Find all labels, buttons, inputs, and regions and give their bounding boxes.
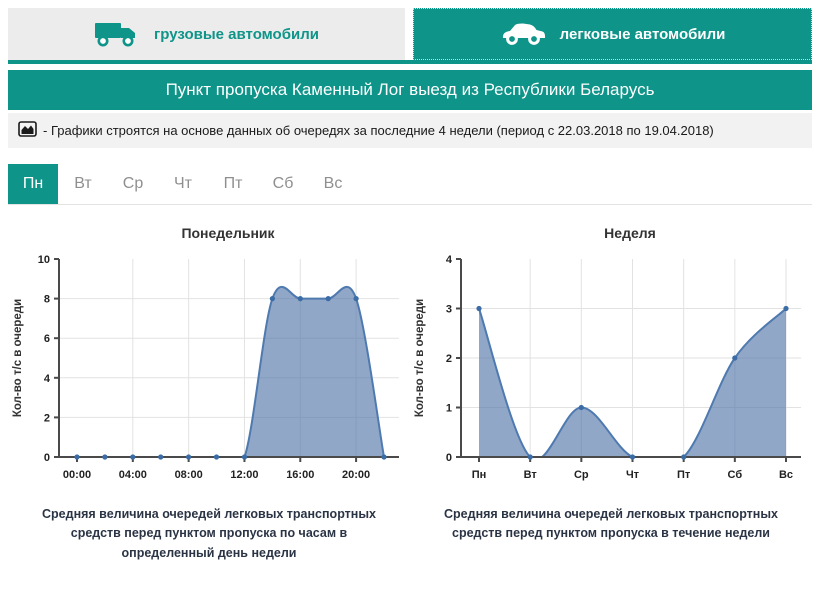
svg-text:4: 4 bbox=[44, 373, 51, 385]
svg-text:Кол-во т/с в очереди: Кол-во т/с в очереди bbox=[12, 299, 24, 417]
day-tab-mon[interactable]: Пн bbox=[8, 164, 58, 204]
svg-text:Вс: Вс bbox=[779, 469, 793, 481]
area-chart-icon bbox=[18, 121, 37, 140]
tab-cars-label: легковые автомобили bbox=[559, 25, 726, 43]
svg-text:08:00: 08:00 bbox=[175, 469, 203, 481]
info-text: - Графики строятся на основе данных об о… bbox=[43, 123, 714, 138]
day-tab-fri[interactable]: Пт bbox=[223, 175, 243, 192]
svg-text:Пт: Пт bbox=[677, 469, 691, 481]
vehicle-tabs: грузовые автомобили легковые автомобили bbox=[8, 8, 812, 64]
svg-text:2: 2 bbox=[446, 353, 452, 365]
truck-icon bbox=[94, 19, 140, 49]
svg-text:Сб: Сб bbox=[728, 469, 743, 481]
svg-text:Пн: Пн bbox=[472, 469, 487, 481]
tab-trucks[interactable]: грузовые автомобили bbox=[8, 8, 405, 60]
svg-text:10: 10 bbox=[38, 254, 50, 266]
svg-text:12:00: 12:00 bbox=[230, 469, 258, 481]
hourly-chart-caption: Средняя величина очередей легковых транс… bbox=[42, 507, 376, 560]
svg-text:04:00: 04:00 bbox=[119, 469, 147, 481]
svg-text:0: 0 bbox=[446, 452, 452, 464]
page-title: Пункт пропуска Каменный Лог выезд из Рес… bbox=[8, 70, 812, 110]
info-strip: - Графики строятся на основе данных об о… bbox=[8, 113, 812, 148]
car-icon bbox=[500, 21, 546, 47]
svg-text:8: 8 bbox=[44, 294, 50, 306]
svg-text:Ср: Ср bbox=[574, 469, 589, 481]
svg-text:2: 2 bbox=[44, 412, 50, 424]
svg-text:Чт: Чт bbox=[626, 469, 640, 481]
svg-text:00:00: 00:00 bbox=[63, 469, 91, 481]
svg-text:16:00: 16:00 bbox=[286, 469, 314, 481]
hourly-chart-block: Понедельник 0 2 4 6 8 10 00:00 04:00 08:00 12:00 1… bbox=[8, 225, 410, 563]
svg-text:3: 3 bbox=[446, 304, 452, 316]
hourly-queue-chart: 0 2 4 6 8 10 00:00 04:00 08:00 12:00 16:00 20:00 Кол… bbox=[12, 254, 399, 481]
day-tab-sat[interactable]: Сб bbox=[272, 175, 294, 192]
svg-text:Кол-во т/с в очереди: Кол-во т/с в очереди bbox=[414, 299, 426, 417]
svg-text:4: 4 bbox=[446, 254, 453, 266]
tab-trucks-label: грузовые автомобили bbox=[154, 25, 319, 43]
svg-text:0: 0 bbox=[44, 452, 50, 464]
day-tab-sun[interactable]: Вс bbox=[323, 175, 343, 192]
day-tab-tue[interactable]: Вт bbox=[74, 175, 92, 192]
weekly-queue-chart: 0 1 2 3 4 Пн Вт Ср Чт Пт Сб Вс Кол-во т/с в очереди bbox=[414, 254, 801, 481]
weekly-chart-block: Неделя 0 1 2 3 4 Пн Вт Ср Чт Пт Сб Вс Кол-во т/с в о… bbox=[410, 225, 812, 563]
tab-cars[interactable]: легковые автомобили bbox=[413, 8, 812, 60]
hourly-chart-title: Понедельник bbox=[181, 225, 275, 241]
day-tabs: Пн Вт Ср Чт Пт Сб Вс bbox=[8, 164, 812, 205]
svg-text:Вт: Вт bbox=[524, 469, 538, 481]
weekly-chart-caption: Средняя величина очередей легковых транс… bbox=[444, 507, 778, 541]
svg-text:20:00: 20:00 bbox=[342, 469, 370, 481]
svg-text:1: 1 bbox=[446, 403, 452, 415]
day-tab-wed[interactable]: Ср bbox=[122, 175, 144, 192]
charts-row: Понедельник 0 2 4 6 8 10 00:00 04:00 08:00 12:00 1… bbox=[8, 225, 812, 563]
day-tab-thu[interactable]: Чт bbox=[174, 175, 192, 192]
svg-text:6: 6 bbox=[44, 333, 50, 345]
weekly-chart-title: Неделя bbox=[604, 225, 656, 241]
